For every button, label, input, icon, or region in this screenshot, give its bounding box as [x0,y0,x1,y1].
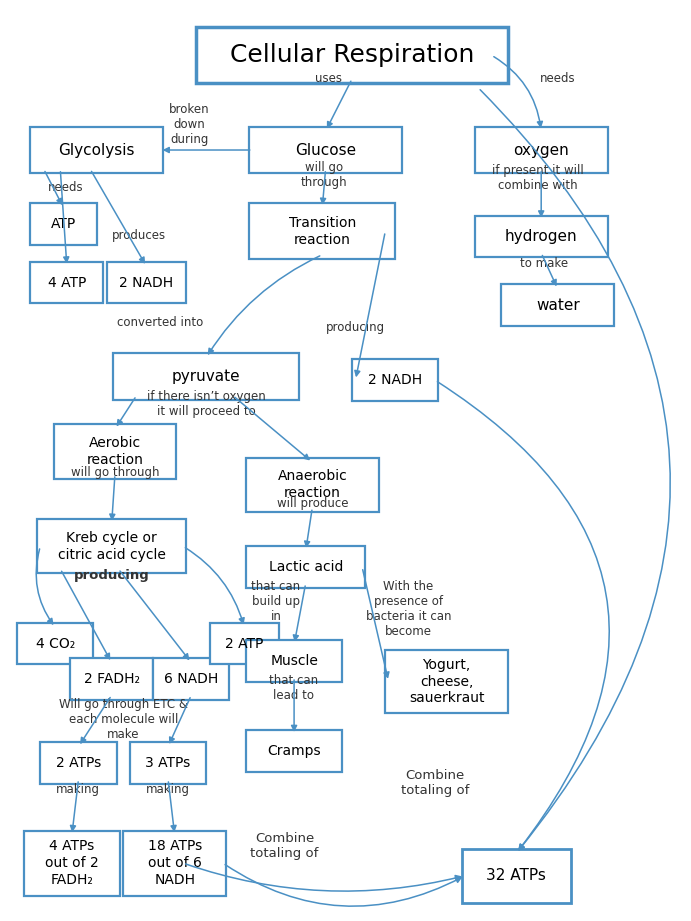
Text: water: water [536,297,580,313]
Text: Anaerobic
reaction: Anaerobic reaction [278,470,347,500]
FancyBboxPatch shape [352,359,438,401]
Text: broken
down
during: broken down during [169,103,210,146]
Text: producing: producing [326,321,385,333]
Text: uses: uses [315,73,343,86]
FancyBboxPatch shape [246,458,379,512]
Text: Combine
totaling of: Combine totaling of [401,769,469,798]
FancyBboxPatch shape [502,285,614,326]
Text: will go
through: will go through [301,161,348,189]
Text: 6 NADH: 6 NADH [164,672,218,686]
FancyBboxPatch shape [462,848,571,903]
Text: hydrogen: hydrogen [505,229,578,244]
Text: Aerobic
reaction: Aerobic reaction [86,437,144,467]
Text: will produce: will produce [276,496,348,509]
Text: 4 CO₂: 4 CO₂ [36,636,75,651]
FancyBboxPatch shape [54,425,176,479]
Text: if there isn’t oxygen
it will proceed to: if there isn’t oxygen it will proceed to [146,391,265,418]
Text: Glycolysis: Glycolysis [59,143,135,157]
FancyBboxPatch shape [475,216,607,258]
Text: will go through: will go through [71,466,160,479]
Text: Muscle: Muscle [270,654,318,668]
Text: 2 FADH₂: 2 FADH₂ [84,672,140,686]
Text: ATP: ATP [51,217,76,231]
Text: With the
presence of
bacteria it can
become: With the presence of bacteria it can bec… [366,579,451,637]
Text: produces: produces [112,229,166,242]
FancyBboxPatch shape [130,742,206,784]
Text: Yogurt,
cheese,
sauerkraut: Yogurt, cheese, sauerkraut [409,658,484,705]
Text: oxygen: oxygen [513,143,569,157]
FancyBboxPatch shape [386,650,508,713]
Text: Kreb cycle or
citric acid cycle: Kreb cycle or citric acid cycle [58,530,166,562]
FancyBboxPatch shape [30,204,97,245]
FancyBboxPatch shape [246,546,366,588]
Text: 2 NADH: 2 NADH [120,275,173,290]
FancyBboxPatch shape [30,262,104,303]
FancyBboxPatch shape [246,640,342,682]
Text: 3 ATPs: 3 ATPs [145,756,191,770]
FancyBboxPatch shape [70,659,153,700]
FancyBboxPatch shape [106,262,187,303]
Text: 2 ATP: 2 ATP [225,636,263,651]
Text: converted into: converted into [117,316,203,329]
Text: 2 ATPs: 2 ATPs [56,756,101,770]
FancyBboxPatch shape [30,126,163,173]
Text: that can
build up
in: that can build up in [252,579,301,623]
Text: 18 ATPs
out of 6
NADH: 18 ATPs out of 6 NADH [148,839,202,887]
Text: 4 ATP: 4 ATP [48,275,86,290]
Text: Transition
reaction: Transition reaction [289,216,356,247]
FancyBboxPatch shape [23,831,120,895]
Text: making: making [56,783,100,796]
Text: Cellular Respiration: Cellular Respiration [230,43,474,67]
FancyBboxPatch shape [246,730,342,772]
Text: to make: to make [520,257,569,270]
Text: Will go through ETC &
each molecule will
make: Will go through ETC & each molecule will… [59,698,188,740]
FancyBboxPatch shape [249,126,402,173]
Text: 32 ATPs: 32 ATPs [486,869,547,883]
Text: Combine
totaling of: Combine totaling of [250,833,319,860]
Text: if present it will
combine with: if present it will combine with [492,165,584,192]
Text: producing: producing [74,569,150,582]
Text: Lactic acid: Lactic acid [269,560,343,574]
FancyBboxPatch shape [209,623,279,664]
Text: making: making [146,783,190,796]
Text: that can
lead to: that can lead to [269,674,319,703]
FancyBboxPatch shape [475,126,607,173]
FancyBboxPatch shape [153,659,229,700]
Text: 4 ATPs
out of 2
FADH₂: 4 ATPs out of 2 FADH₂ [45,839,99,887]
Text: needs: needs [48,181,84,193]
Text: needs: needs [540,73,576,86]
FancyBboxPatch shape [196,28,508,83]
Text: 2 NADH: 2 NADH [368,373,422,387]
FancyBboxPatch shape [123,831,226,895]
FancyBboxPatch shape [17,623,93,664]
FancyBboxPatch shape [37,519,187,573]
Text: Cramps: Cramps [267,744,321,758]
FancyBboxPatch shape [113,353,299,400]
FancyBboxPatch shape [40,742,117,784]
FancyBboxPatch shape [249,204,395,259]
Text: pyruvate: pyruvate [172,369,240,384]
Text: Glucose: Glucose [295,143,356,157]
